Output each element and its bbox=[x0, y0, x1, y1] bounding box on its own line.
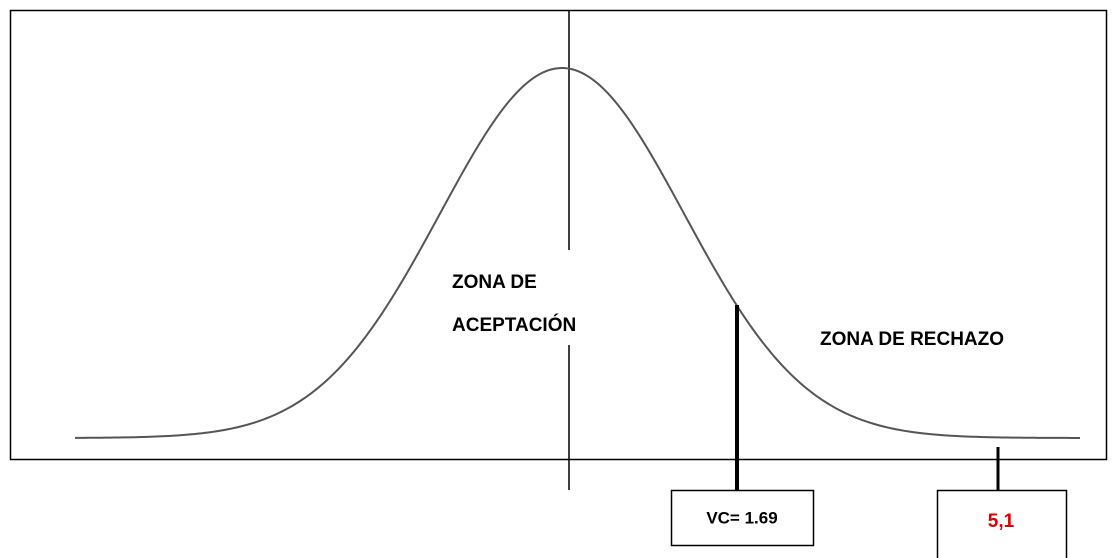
acceptance-label: ACEPTACIÓN bbox=[452, 314, 576, 336]
acceptance-label: ZONA DE bbox=[452, 272, 537, 293]
critical-value-box bbox=[670, 489, 815, 547]
critical-value-label: VC= 1.69 bbox=[706, 508, 777, 527]
statistic-label: 5,1 bbox=[988, 511, 1015, 532]
statistic-box bbox=[936, 489, 1068, 558]
rejection-label: ZONA DE RECHAZO bbox=[820, 329, 1004, 350]
normal-curve bbox=[74, 67, 1080, 439]
frame bbox=[9, 9, 1108, 461]
